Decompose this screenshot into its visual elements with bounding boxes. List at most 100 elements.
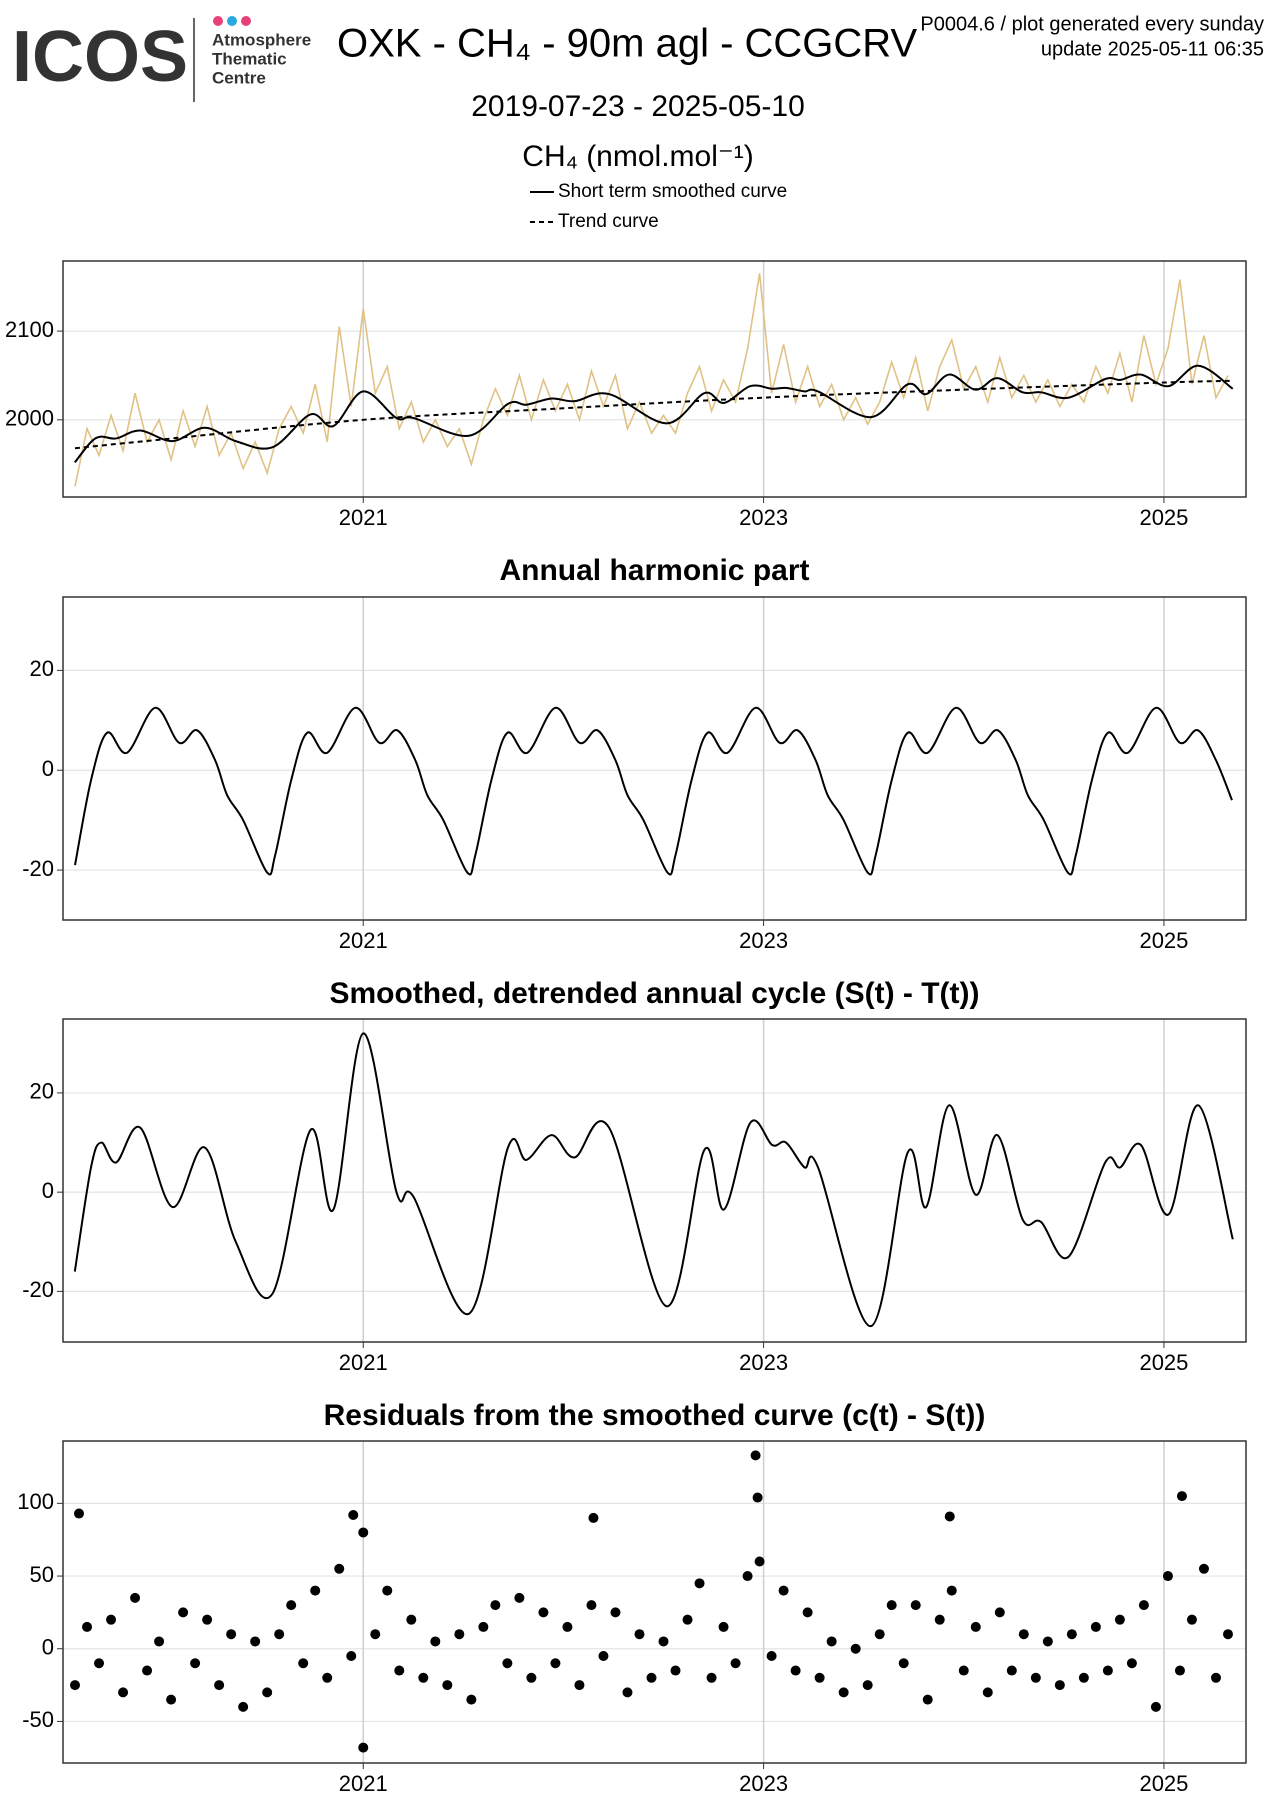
point: [1006, 1665, 1017, 1676]
point: [658, 1636, 669, 1647]
point: [706, 1672, 717, 1683]
point: [298, 1658, 309, 1669]
point: [802, 1607, 813, 1618]
x-tick-label: 2021: [339, 1771, 388, 1796]
line: [74, 706, 1233, 876]
point: [214, 1680, 225, 1691]
point: [514, 1592, 525, 1603]
y-tick-label: 0: [42, 756, 54, 781]
logo-dot: [227, 16, 237, 26]
point: [814, 1672, 825, 1683]
plot-background: [63, 597, 1246, 920]
point: [1066, 1629, 1077, 1640]
point: [790, 1665, 801, 1676]
y-tick-label: -20: [22, 1277, 54, 1302]
point: [348, 1509, 359, 1520]
point: [886, 1600, 897, 1611]
y-tick-label: 0: [42, 1178, 54, 1203]
info-line: update 2025-05-11 06:35: [1041, 38, 1264, 60]
y-tick-label: -50: [22, 1707, 54, 1732]
point: [262, 1687, 273, 1698]
point: [346, 1651, 357, 1662]
y-axis-label: CH₄ (nmol.mol⁻¹): [522, 140, 753, 173]
point: [1174, 1665, 1185, 1676]
point: [730, 1658, 741, 1669]
point: [766, 1651, 777, 1662]
point: [994, 1607, 1005, 1618]
chart-subtitle: 2019-07-23 - 2025-05-10: [471, 90, 805, 123]
x-tick-label: 2021: [339, 1350, 388, 1375]
point: [946, 1585, 957, 1596]
point: [550, 1658, 561, 1669]
point: [94, 1658, 105, 1669]
point: [752, 1492, 763, 1503]
point: [406, 1614, 417, 1625]
line: [73, 1032, 1234, 1328]
point: [598, 1651, 609, 1662]
plot-frame: [62, 260, 1247, 498]
legend-label: Short term smoothed curve: [558, 181, 787, 202]
point: [1102, 1665, 1113, 1676]
point: [1210, 1672, 1221, 1683]
point: [826, 1636, 837, 1647]
point: [286, 1600, 297, 1611]
point: [130, 1592, 141, 1603]
point: [1042, 1636, 1053, 1647]
x-tick-label: 2023: [739, 1350, 788, 1375]
point: [502, 1658, 513, 1669]
point: [898, 1658, 909, 1669]
point: [718, 1621, 729, 1632]
point: [322, 1672, 333, 1683]
point: [142, 1665, 153, 1676]
org-line: Centre: [212, 68, 266, 87]
point: [394, 1665, 405, 1676]
point: [238, 1701, 249, 1712]
point: [178, 1607, 189, 1618]
point: [1114, 1614, 1125, 1625]
point: [838, 1687, 849, 1698]
point: [742, 1571, 753, 1582]
logo-dot: [241, 16, 251, 26]
point: [586, 1600, 597, 1611]
point: [1150, 1701, 1161, 1712]
y-tick-label: -20: [22, 856, 54, 881]
point: [958, 1665, 969, 1676]
point: [538, 1607, 549, 1618]
plot-frame: [62, 596, 1247, 921]
point: [250, 1636, 261, 1647]
plot-frame: [62, 1440, 1247, 1764]
point: [694, 1578, 705, 1589]
point: [944, 1511, 955, 1522]
point: [382, 1585, 393, 1596]
x-tick-label: 2025: [1139, 1771, 1188, 1796]
point: [874, 1629, 885, 1640]
legend-label: Trend curve: [558, 211, 659, 232]
point: [1054, 1680, 1065, 1691]
point: [610, 1607, 621, 1618]
panel-title: Annual harmonic part: [499, 554, 809, 587]
point: [670, 1665, 681, 1676]
point: [1222, 1629, 1233, 1640]
x-tick-label: 2021: [339, 928, 388, 953]
line: [74, 379, 1233, 450]
point: [1126, 1658, 1137, 1669]
point: [1078, 1672, 1089, 1683]
org-line: Atmosphere: [212, 30, 311, 49]
point: [466, 1694, 477, 1705]
x-tick-label: 2025: [1139, 1350, 1188, 1375]
point: [478, 1621, 489, 1632]
point: [442, 1680, 453, 1691]
y-tick-label: 100: [17, 1489, 54, 1514]
x-tick-label: 2023: [739, 928, 788, 953]
point: [1138, 1600, 1149, 1611]
y-tick-label: 0: [42, 1635, 54, 1660]
point: [334, 1563, 345, 1574]
panel-title: Residuals from the smoothed curve (c(t) …: [324, 1399, 986, 1432]
point: [562, 1621, 573, 1632]
y-tick-label: 50: [30, 1562, 54, 1587]
point: [750, 1450, 761, 1461]
point: [1018, 1629, 1029, 1640]
org-line: Thematic: [212, 49, 287, 68]
point: [526, 1672, 537, 1683]
